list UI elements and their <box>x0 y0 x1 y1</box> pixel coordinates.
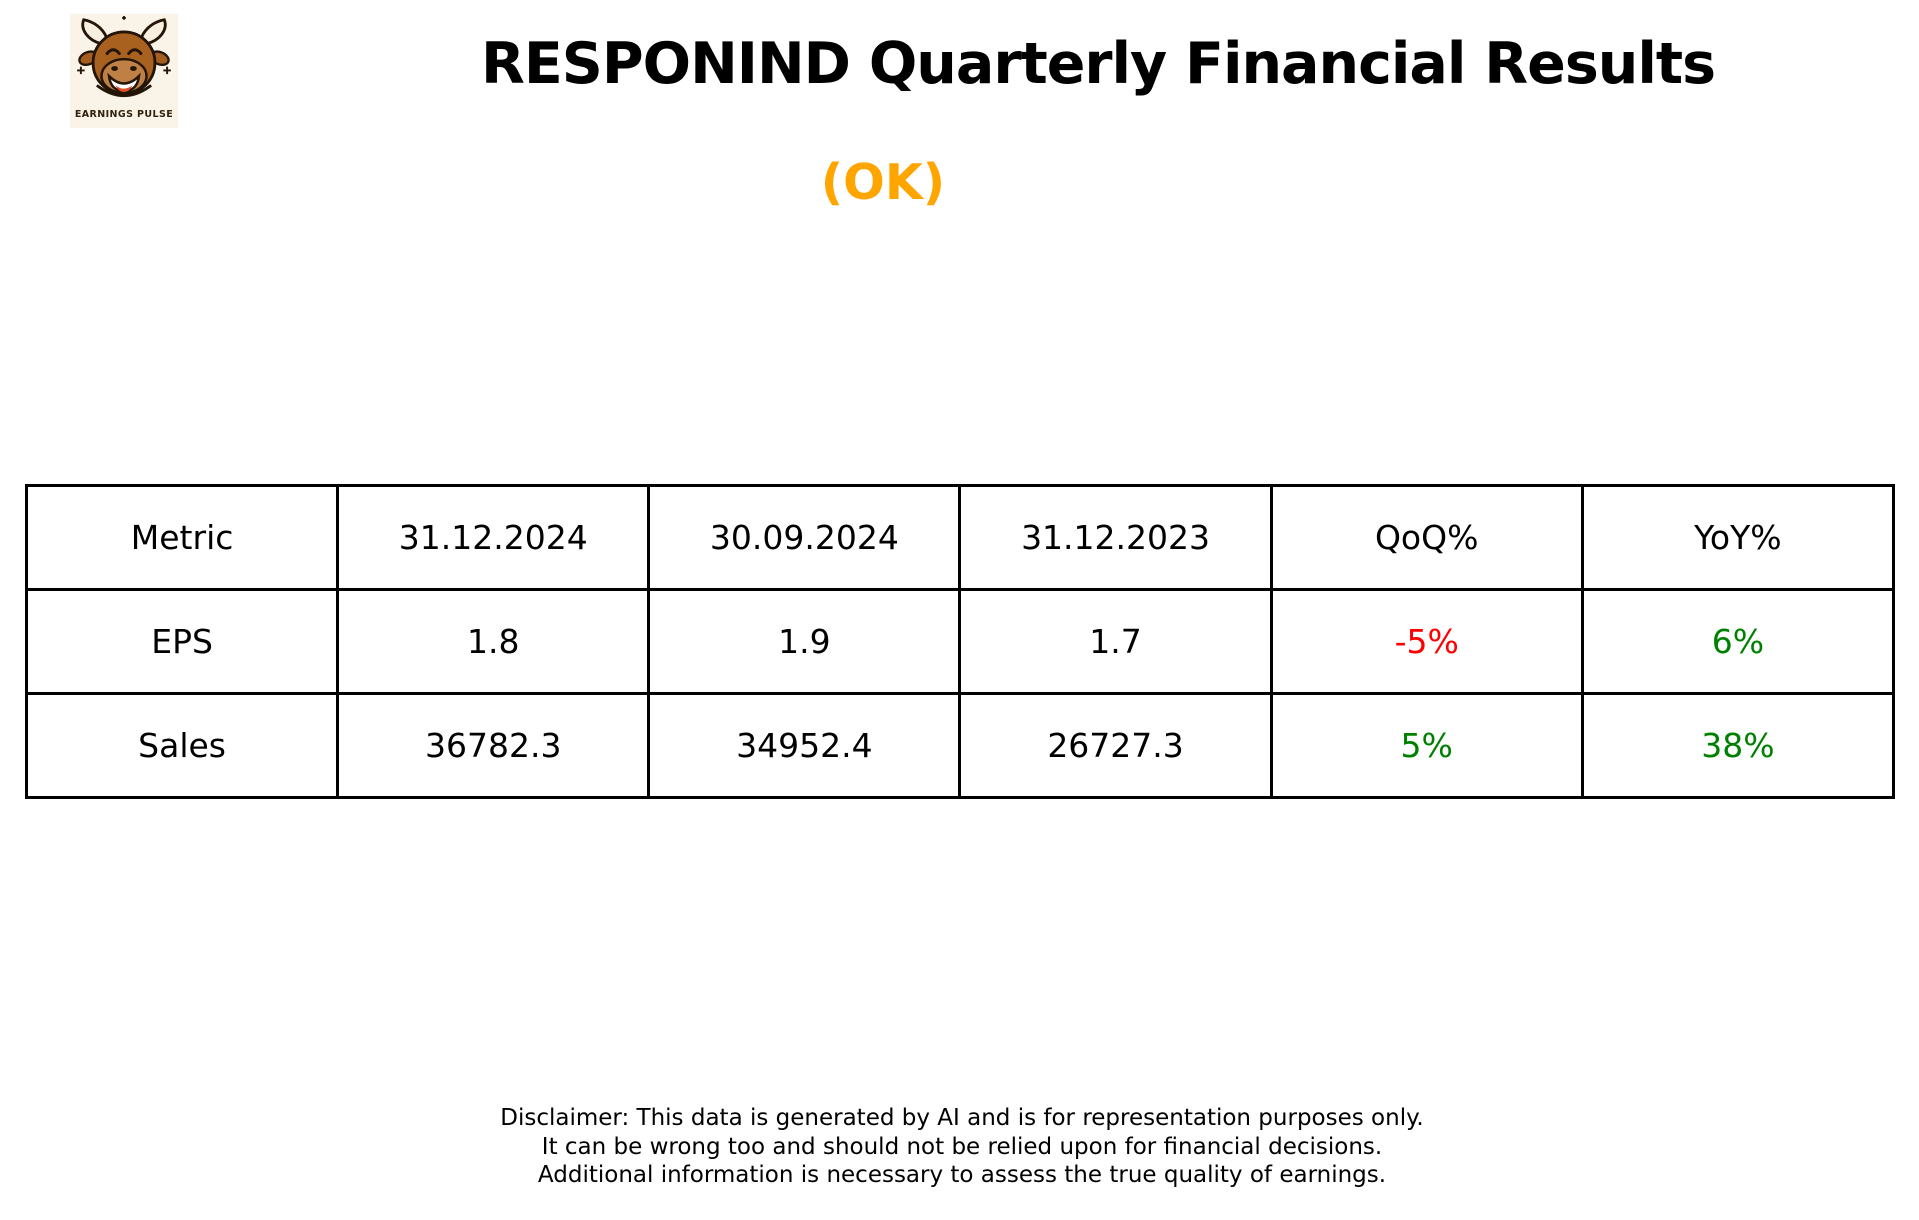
sales-yoy-change: 38% <box>1580 692 1896 799</box>
sales-q-yearago: 26727.3 <box>958 692 1273 799</box>
table-header-row: Metric 31.12.2024 30.09.2024 31.12.2023 … <box>24 484 1896 591</box>
eps-q-previous: 1.9 <box>647 588 962 695</box>
financial-results-table: Metric 31.12.2024 30.09.2024 31.12.2023 … <box>24 484 1896 799</box>
header-cell-metric: Metric <box>24 484 340 591</box>
sales-metric-cell: Sales <box>24 692 340 799</box>
header-cell-q-previous: 30.09.2024 <box>647 484 962 591</box>
table-row-eps: EPS 1.8 1.9 1.7 -5% 6% <box>24 588 1896 695</box>
page-title: RESPONIND Quarterly Financial Results <box>480 31 1716 97</box>
earnings-pulse-logo: EARNINGS PULSE <box>70 14 178 128</box>
disclaimer: Disclaimer: This data is generated by AI… <box>500 1104 1423 1190</box>
disclaimer-line-2: It can be wrong too and should not be re… <box>541 1133 1383 1160</box>
sales-qoq-change: 5% <box>1269 692 1584 799</box>
bull-icon <box>77 16 171 98</box>
disclaimer-line-3: Additional information is necessary to a… <box>537 1162 1387 1188</box>
eps-q-current: 1.8 <box>336 588 651 695</box>
eps-metric-cell: EPS <box>24 588 340 695</box>
disclaimer-line-1: Disclaimer: This data is generated by AI… <box>500 1105 1424 1131</box>
verdict-badge: (OK) <box>820 154 946 211</box>
header-cell-q-current: 31.12.2024 <box>336 484 651 591</box>
table-row-sales: Sales 36782.3 34952.4 26727.3 5% 38% <box>24 692 1896 799</box>
header-cell-qoq: QoQ% <box>1269 484 1584 591</box>
header-cell-q-yearago: 31.12.2023 <box>958 484 1273 591</box>
logo-brand-text: EARNINGS PULSE <box>74 109 174 120</box>
eps-yoy-change: 6% <box>1580 588 1896 695</box>
sales-q-previous: 34952.4 <box>647 692 962 799</box>
eps-qoq-change: -5% <box>1269 588 1584 695</box>
header-cell-yoy: YoY% <box>1580 484 1896 591</box>
sales-q-current: 36782.3 <box>336 692 651 799</box>
eps-q-yearago: 1.7 <box>958 588 1273 695</box>
